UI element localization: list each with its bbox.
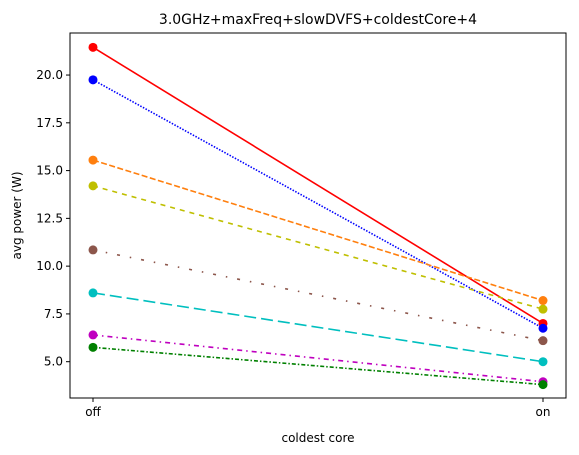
series (88, 155, 548, 306)
y-axis-label: avg power (W) (10, 171, 24, 259)
series-line (92, 346, 544, 386)
data-point (88, 288, 98, 298)
y-tick-label: 7.5 (44, 307, 63, 321)
x-axis-label: coldest core (281, 431, 354, 445)
y-axis-ticks: 5.0 7.5 10.0 12.5 15.0 17.5 20.0 (36, 68, 70, 369)
x-axis-ticks: off on (85, 398, 550, 419)
series-line (92, 334, 544, 383)
data-point (88, 42, 98, 52)
data-point (88, 245, 98, 255)
data-point (88, 181, 98, 191)
series (88, 342, 548, 390)
series-line (92, 292, 544, 363)
series (88, 288, 548, 367)
data-point (88, 155, 98, 165)
data-point (538, 323, 548, 333)
data-point (538, 380, 548, 390)
series-line (92, 185, 544, 310)
data-point (538, 357, 548, 367)
x-tick-label: on (536, 405, 551, 419)
y-tick-label: 15.0 (36, 164, 63, 178)
data-point (538, 296, 548, 306)
x-tick-label: off (85, 405, 101, 419)
series-layer (88, 42, 548, 390)
y-tick-label: 5.0 (44, 355, 63, 369)
data-point (88, 330, 98, 340)
y-tick-label: 10.0 (36, 259, 63, 273)
plot-area-frame (69, 32, 567, 399)
y-tick-label: 17.5 (36, 116, 63, 130)
data-point (538, 336, 548, 346)
chart-title: 3.0GHz+maxFreq+slowDVFS+coldestCore+4 (159, 12, 477, 28)
y-tick-label: 12.5 (36, 211, 63, 225)
series (88, 245, 548, 346)
series (88, 181, 548, 314)
data-point (88, 342, 98, 352)
series (88, 75, 548, 333)
data-point (538, 304, 548, 314)
series-line (92, 159, 544, 302)
data-point (88, 75, 98, 85)
y-tick-label: 20.0 (36, 68, 63, 82)
